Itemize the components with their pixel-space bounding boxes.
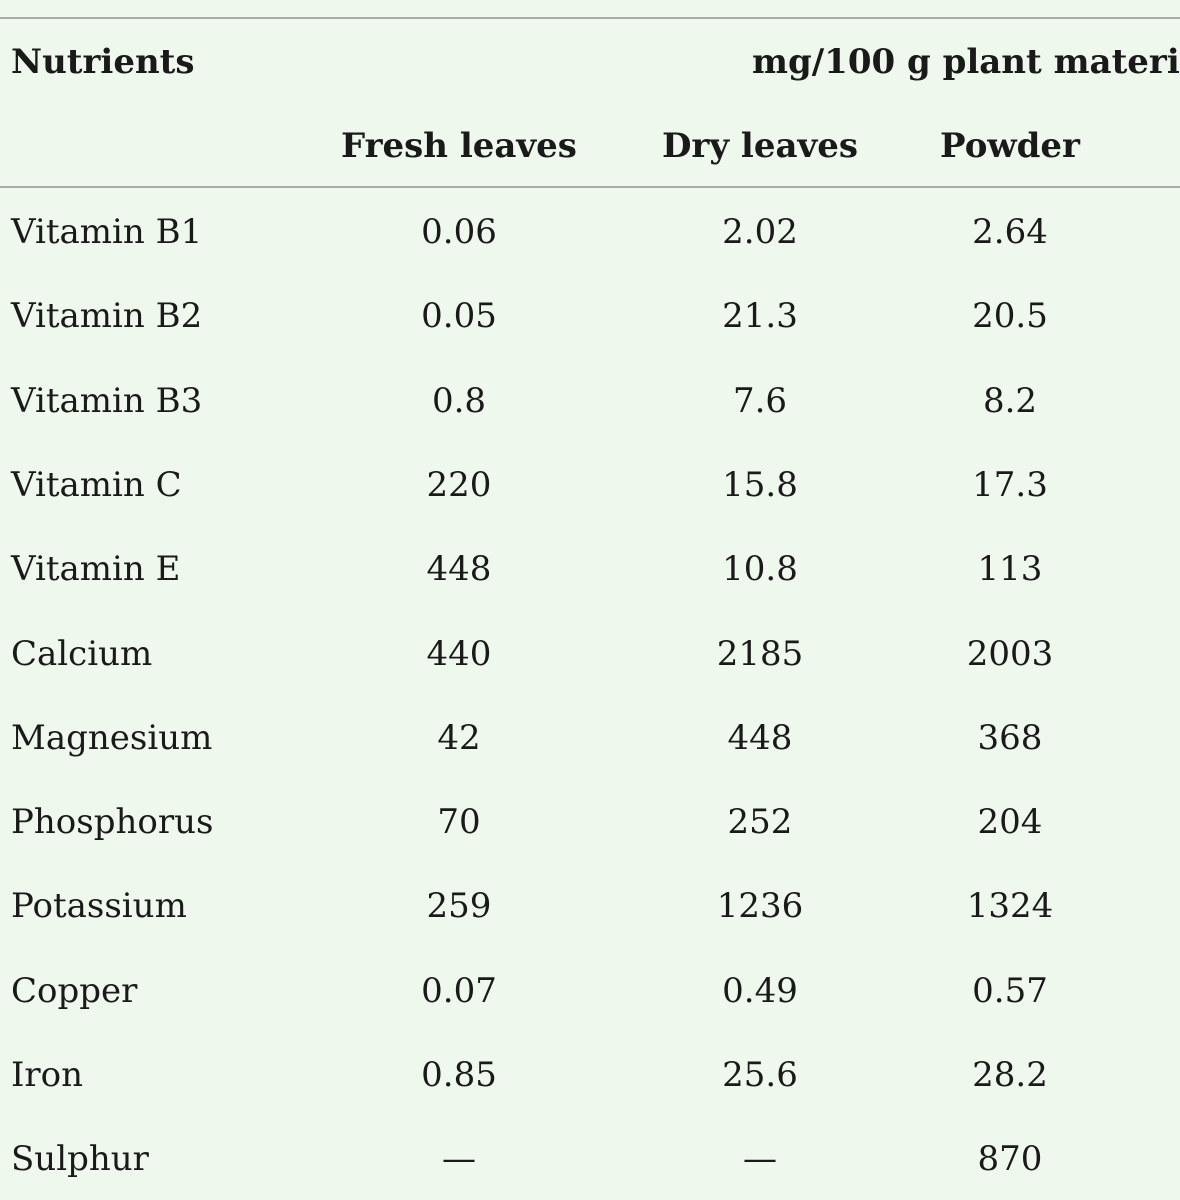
cell-value: 448 <box>727 717 793 758</box>
cell-value: 440 <box>426 633 492 674</box>
cell-value: 15.8 <box>722 464 798 505</box>
cell-value: 113 <box>977 549 1043 590</box>
cell-value: 1236 <box>716 886 804 927</box>
cell-value: 25.6 <box>722 1055 798 1095</box>
cell-value: 70 <box>437 802 481 843</box>
row-label: Vitamin E <box>11 549 181 590</box>
cell-value: 2003 <box>966 633 1054 674</box>
column-header: Powder <box>940 126 1080 166</box>
cell-value: 2185 <box>716 633 804 674</box>
row-label: Calcium <box>11 633 153 674</box>
row-label: Vitamin C <box>11 464 182 505</box>
cell-value: 0.49 <box>722 970 798 1011</box>
row-label: Copper <box>11 970 138 1011</box>
cell-value: — <box>442 1139 476 1180</box>
cell-value: 7.6 <box>732 380 788 421</box>
row-label-header: Nutrients <box>11 42 195 82</box>
cell-value: 2.02 <box>722 212 798 252</box>
column-header: Dry leaves <box>661 126 859 166</box>
cell-value: 870 <box>977 1139 1043 1180</box>
cell-value: 1324 <box>966 886 1054 927</box>
cell-value: 42 <box>437 717 481 758</box>
row-label: Sulphur <box>11 1139 149 1180</box>
cell-value: 8.2 <box>982 380 1038 421</box>
cell-value: 368 <box>977 717 1043 758</box>
cell-value: 0.57 <box>972 970 1048 1011</box>
cell-value: 0.8 <box>431 380 487 421</box>
cell-value: 0.05 <box>421 296 497 337</box>
cell-value: 21.3 <box>722 296 798 337</box>
column-header: Fresh leaves <box>341 126 577 166</box>
group-header: mg/100 g plant materials <box>752 42 1180 82</box>
row-label: Iron <box>11 1055 84 1095</box>
row-label: Vitamin B1 <box>11 212 203 252</box>
header-rule <box>0 186 1180 188</box>
cell-value: 2.64 <box>972 212 1048 252</box>
cell-value: 220 <box>426 464 492 505</box>
cell-value: 448 <box>426 549 492 590</box>
cell-value: 28.2 <box>972 1055 1048 1095</box>
cell-value: 10.8 <box>722 549 798 590</box>
cell-value: 20.5 <box>972 296 1048 337</box>
cell-value: 252 <box>727 802 793 843</box>
cell-value: 0.85 <box>421 1055 497 1095</box>
cell-value: 204 <box>977 802 1043 843</box>
row-label: Phosphorus <box>11 802 214 843</box>
cell-value: 0.06 <box>421 212 497 252</box>
row-label: Potassium <box>11 886 187 927</box>
row-label: Magnesium <box>11 717 213 758</box>
cell-value: 0.07 <box>421 970 497 1011</box>
cell-value: 259 <box>426 886 492 927</box>
row-label: Vitamin B3 <box>11 380 203 421</box>
top-rule <box>0 17 1180 19</box>
cell-value: 17.3 <box>972 464 1048 505</box>
cell-value: — <box>743 1139 777 1180</box>
row-label: Vitamin B2 <box>11 296 203 337</box>
